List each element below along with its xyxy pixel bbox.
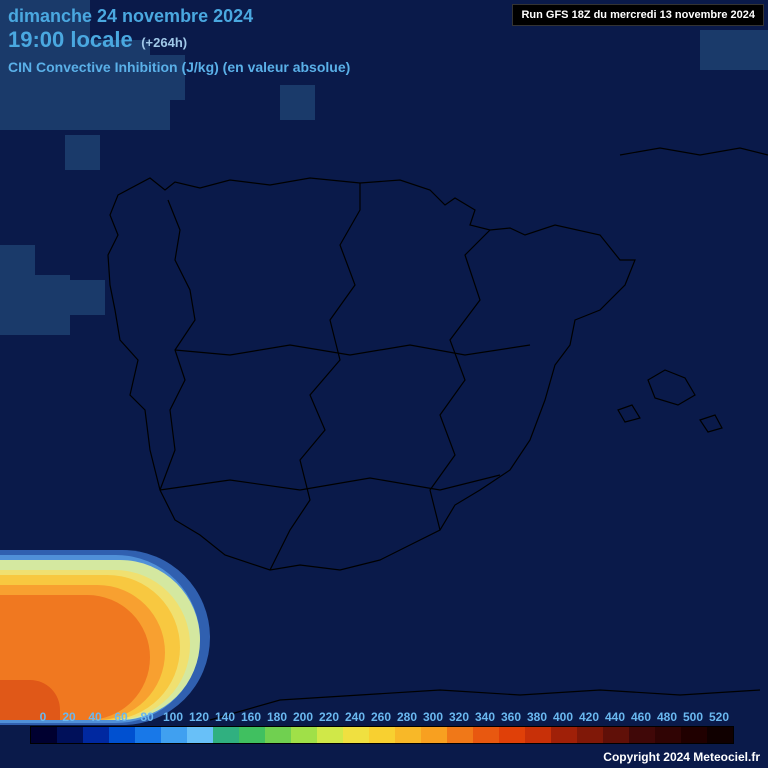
colorbar-tick: 520: [706, 710, 732, 724]
colorbar-swatch: [239, 727, 265, 743]
colorbar-tick: 100: [160, 710, 186, 724]
colorbar-tick: 480: [654, 710, 680, 724]
colorbar-tick: 0: [30, 710, 56, 724]
colorbar-swatch: [577, 727, 603, 743]
colorbar-tick: 20: [56, 710, 82, 724]
colorbar-tick: 420: [576, 710, 602, 724]
colorbar-tick: 120: [186, 710, 212, 724]
colorbar-tick: 380: [524, 710, 550, 724]
colorbar: 0204060801001201401601802002202402602803…: [30, 710, 734, 744]
colorbar-swatch: [187, 727, 213, 743]
map-header: dimanche 24 novembre 2024 19:00 locale (…: [8, 6, 350, 75]
colorbar-swatch: [421, 727, 447, 743]
forecast-offset: (+264h): [141, 35, 187, 50]
colorbar-swatch: [213, 727, 239, 743]
colorbar-tick: 280: [394, 710, 420, 724]
colorbar-tick: 440: [602, 710, 628, 724]
colorbar-tick: 220: [316, 710, 342, 724]
colorbar-labels: 0204060801001201401601802002202402602803…: [30, 710, 734, 724]
colorbar-swatch: [655, 727, 681, 743]
weather-map: dimanche 24 novembre 2024 19:00 locale (…: [0, 0, 768, 768]
colorbar-swatch: [343, 727, 369, 743]
colorbar-swatch: [707, 727, 733, 743]
colorbar-tick: 460: [628, 710, 654, 724]
colorbar-tick: 140: [212, 710, 238, 724]
colorbar-swatch: [83, 727, 109, 743]
coastlines: [0, 0, 768, 768]
colorbar-swatch: [57, 727, 83, 743]
colorbar-tick: 60: [108, 710, 134, 724]
colorbar-swatch: [317, 727, 343, 743]
colorbar-tick: 300: [420, 710, 446, 724]
colorbar-swatch: [447, 727, 473, 743]
variable-name: CIN Convective Inhibition (J/kg) (en val…: [8, 59, 350, 75]
colorbar-tick: 80: [134, 710, 160, 724]
colorbar-swatch: [603, 727, 629, 743]
colorbar-tick: 260: [368, 710, 394, 724]
colorbar-tick: 340: [472, 710, 498, 724]
colorbar-swatch: [551, 727, 577, 743]
forecast-time: 19:00 locale: [8, 27, 133, 53]
colorbar-swatches: [30, 726, 734, 744]
colorbar-tick: 40: [82, 710, 108, 724]
colorbar-swatch: [161, 727, 187, 743]
colorbar-swatch: [681, 727, 707, 743]
copyright: Copyright 2024 Meteociel.fr: [603, 750, 760, 764]
forecast-date: dimanche 24 novembre 2024: [8, 6, 350, 27]
colorbar-swatch: [265, 727, 291, 743]
colorbar-swatch: [473, 727, 499, 743]
colorbar-swatch: [395, 727, 421, 743]
colorbar-tick: 360: [498, 710, 524, 724]
colorbar-swatch: [109, 727, 135, 743]
colorbar-tick: 200: [290, 710, 316, 724]
colorbar-swatch: [499, 727, 525, 743]
colorbar-swatch: [291, 727, 317, 743]
colorbar-tick: 240: [342, 710, 368, 724]
colorbar-tick: 320: [446, 710, 472, 724]
colorbar-swatch: [135, 727, 161, 743]
colorbar-tick: 160: [238, 710, 264, 724]
model-run-info: Run GFS 18Z du mercredi 13 novembre 2024: [512, 4, 764, 26]
colorbar-swatch: [369, 727, 395, 743]
colorbar-tick: 180: [264, 710, 290, 724]
colorbar-tick: 400: [550, 710, 576, 724]
colorbar-tick: 500: [680, 710, 706, 724]
colorbar-swatch: [31, 727, 57, 743]
colorbar-swatch: [629, 727, 655, 743]
colorbar-swatch: [525, 727, 551, 743]
